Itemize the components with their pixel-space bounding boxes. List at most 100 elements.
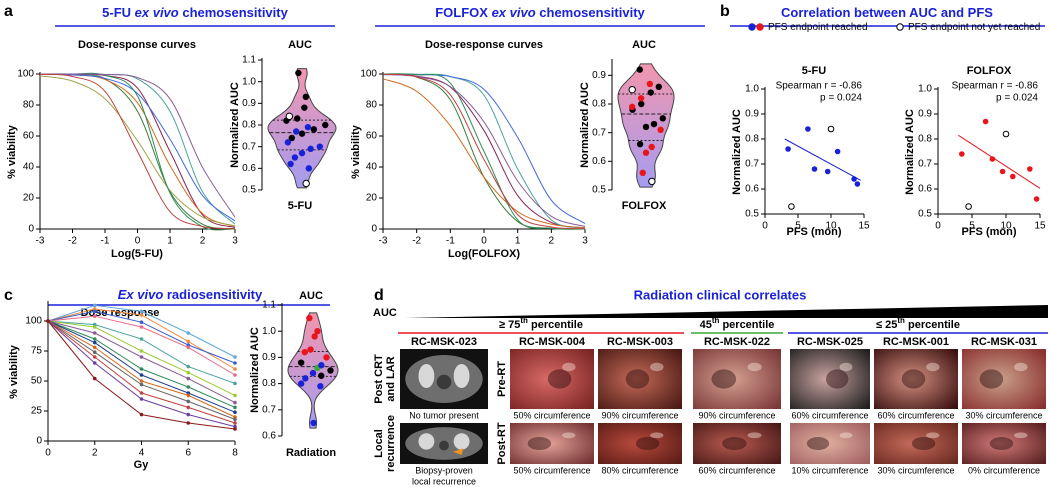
point — [297, 380, 305, 387]
y-tick-label: 0 — [36, 436, 42, 447]
point — [636, 66, 643, 73]
point — [302, 93, 310, 101]
y-tick-label: 0.8 — [918, 134, 932, 145]
point — [642, 123, 650, 131]
point — [307, 145, 314, 153]
point — [233, 410, 237, 415]
curve — [39, 73, 236, 230]
annotation: p = 0.024 — [820, 93, 862, 104]
point — [139, 367, 144, 371]
caption: 0% circumference — [968, 465, 1040, 475]
point — [327, 367, 334, 374]
x-tick-label: 4 — [139, 448, 145, 459]
point — [805, 126, 811, 132]
curve — [382, 73, 586, 224]
point — [302, 375, 309, 382]
curve — [39, 73, 236, 222]
y-tick-label: 0.6 — [918, 184, 932, 195]
point — [139, 382, 144, 387]
y-tick-label: 0.6 — [242, 163, 256, 174]
point — [139, 373, 144, 377]
point — [292, 128, 300, 135]
row-label: recurrence — [385, 415, 397, 472]
text-part: ex vivo — [135, 5, 179, 20]
point — [298, 130, 306, 137]
text-part: 5-FU — [102, 5, 135, 20]
legend-label: PFS endpoint not yet reached — [908, 22, 1040, 33]
point — [305, 165, 313, 172]
point — [92, 309, 97, 314]
point — [639, 169, 646, 176]
y-tick-label: 0 — [371, 224, 377, 235]
point — [186, 376, 191, 381]
y-axis-label: Normalized AUC — [249, 327, 261, 413]
x-tick-label: 1 — [515, 236, 521, 247]
point — [301, 348, 308, 356]
point — [186, 385, 191, 389]
x-axis-label: Log(FOLFOX) — [448, 248, 520, 260]
point — [647, 89, 654, 96]
fit-line — [958, 134, 1041, 189]
point — [650, 120, 658, 128]
sample-name: RC-MSK-004 — [519, 336, 586, 348]
caption: 90% circumference — [601, 410, 678, 420]
legend-label: PFS endpoint reached — [768, 22, 868, 33]
legend-marker — [896, 23, 904, 31]
point — [657, 126, 664, 133]
y-axis-label: Normalized AUC — [579, 82, 591, 168]
point — [233, 355, 237, 359]
point — [965, 203, 972, 210]
legend-marker — [748, 23, 756, 31]
endoscopy-photo — [693, 349, 781, 409]
y-tick-label: 0.5 — [242, 185, 256, 196]
point — [304, 123, 312, 131]
y-tick-label: 20 — [23, 193, 35, 204]
fit-line — [784, 138, 861, 181]
point — [186, 339, 191, 344]
ct-bone — [453, 433, 470, 450]
violin-shape — [267, 68, 337, 189]
panel-label: d — [374, 287, 384, 304]
y-axis-label: % viability — [6, 124, 18, 179]
point — [811, 166, 818, 172]
text-part: ex vivo — [492, 5, 536, 20]
caption: 50% circumference — [513, 465, 590, 475]
caption: 80% circumference — [601, 465, 678, 475]
group-label: 45th percentile — [700, 316, 775, 331]
y-tick-label: 0.9 — [745, 109, 759, 120]
y-tick-label: 60 — [23, 131, 35, 142]
ct-bone — [418, 364, 435, 388]
text-part: chemosensitivity — [536, 5, 646, 20]
y-axis-label: % viability — [8, 344, 20, 399]
photo-detail — [711, 369, 737, 389]
point — [92, 345, 97, 350]
point — [139, 379, 144, 383]
x-tick-label: 15 — [1034, 221, 1046, 232]
row-label: Post-RT — [496, 422, 508, 464]
y-tick-label: 0.8 — [745, 134, 759, 145]
point — [959, 151, 965, 157]
point — [999, 168, 1006, 175]
point — [233, 393, 237, 398]
point — [827, 125, 835, 133]
point — [92, 337, 97, 341]
point — [186, 345, 191, 350]
photo-highlight — [562, 432, 576, 439]
x-tick-label: 2 — [549, 236, 555, 247]
y-tick-label: 0.8 — [592, 99, 606, 110]
point — [642, 149, 650, 156]
photo-detail — [527, 436, 552, 451]
point — [307, 346, 314, 353]
point — [92, 314, 97, 319]
text-part: radiosensitivity — [163, 287, 263, 302]
x-tick-label: 0 — [45, 448, 51, 459]
point — [788, 203, 795, 210]
curve — [47, 320, 236, 404]
point — [302, 179, 310, 188]
point — [659, 115, 667, 122]
y-tick-label: 60 — [366, 131, 378, 142]
row-label: and LAR — [385, 356, 397, 401]
point — [139, 391, 144, 395]
point — [295, 69, 302, 77]
